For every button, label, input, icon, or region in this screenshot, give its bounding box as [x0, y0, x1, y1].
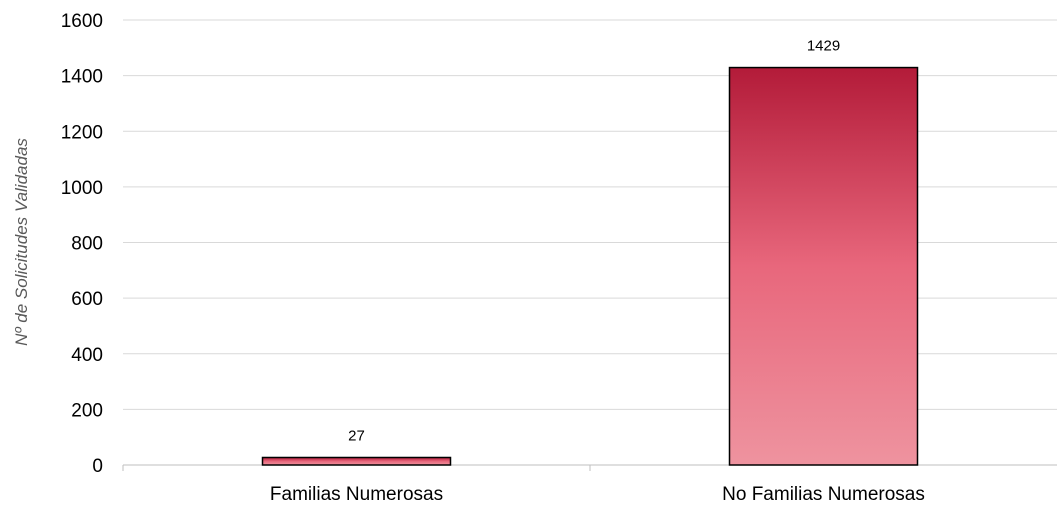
- y-tick-label: 600: [71, 289, 103, 310]
- y-tick-label: 400: [71, 345, 103, 366]
- y-tick-label: 1000: [61, 178, 103, 199]
- x-category-label: No Familias Numerosas: [722, 484, 925, 505]
- y-tick-label: 0: [92, 456, 103, 477]
- x-category-label: Familias Numerosas: [270, 484, 443, 505]
- data-label: 27: [348, 427, 365, 444]
- data-label: 1429: [807, 38, 840, 55]
- y-tick-label: 200: [71, 400, 103, 421]
- x-axis-categories: Familias Numerosas No Familias Numerosas: [270, 484, 925, 505]
- y-tick-label: 800: [71, 234, 103, 255]
- gridlines: [123, 19, 1057, 410]
- bar: [261, 456, 452, 466]
- y-tick-label: 1600: [61, 11, 103, 32]
- bar: [728, 66, 919, 466]
- y-tick-label: 1400: [61, 67, 103, 88]
- data-labels: 27 1429: [348, 38, 840, 445]
- y-axis-ticks: 0 200 400 600 800 1000 1200 1400 1600: [61, 11, 103, 477]
- bars: [261, 66, 919, 466]
- y-tick-label: 1200: [61, 122, 103, 143]
- x-axis: [122, 464, 1057, 471]
- y-axis-title: Nº de Solicitudes Validadas: [12, 138, 31, 346]
